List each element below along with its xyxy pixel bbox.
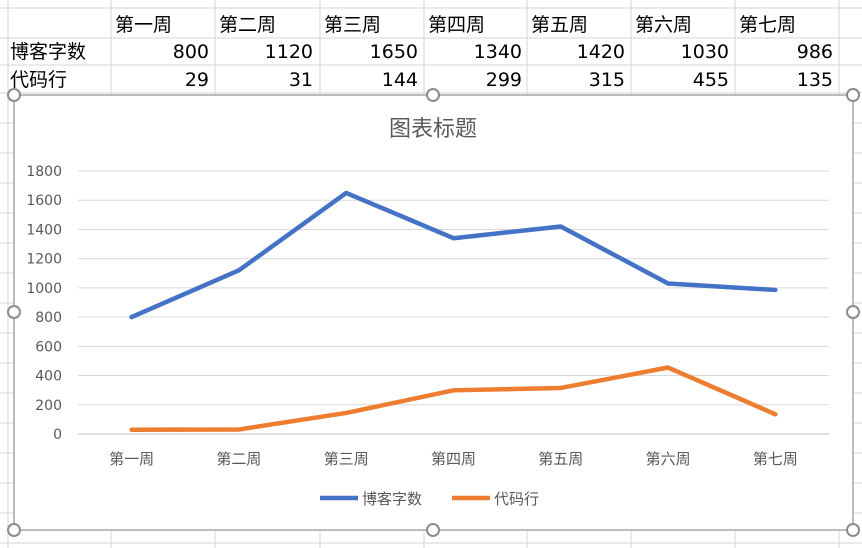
resize-handle[interactable]: [7, 88, 21, 102]
cell[interactable]: 1420: [576, 41, 625, 63]
cell[interactable]: 第一周: [115, 14, 173, 36]
y-tick-label: 1600: [26, 193, 62, 209]
y-tick-label: 1200: [26, 252, 62, 268]
cell[interactable]: 315: [588, 69, 625, 91]
y-tick-label: 200: [35, 398, 62, 414]
cell[interactable]: 135: [796, 69, 833, 91]
x-tick-label: 第四周: [431, 450, 476, 468]
y-tick-label: 0: [53, 427, 62, 443]
resize-handle[interactable]: [7, 523, 21, 537]
cell[interactable]: 博客字数: [10, 41, 87, 63]
x-tick-label: 第一周: [109, 450, 154, 468]
cell[interactable]: 第二周: [219, 14, 277, 36]
cell[interactable]: 986: [796, 41, 833, 63]
cell[interactable]: 800: [172, 41, 209, 63]
resize-handle[interactable]: [846, 305, 860, 319]
cell[interactable]: 第五周: [531, 14, 589, 36]
y-tick-label: 600: [35, 339, 62, 355]
cell[interactable]: 1030: [680, 41, 729, 63]
cell[interactable]: 第三周: [324, 14, 382, 36]
resize-handle[interactable]: [7, 305, 21, 319]
cell[interactable]: 299: [485, 69, 522, 91]
x-tick-label: 第七周: [753, 450, 798, 468]
x-tick-label: 第五周: [538, 450, 583, 468]
cell[interactable]: 第四周: [428, 14, 486, 36]
cell[interactable]: 1650: [369, 41, 418, 63]
y-tick-label: 1800: [26, 164, 62, 180]
cell[interactable]: 第七周: [739, 14, 797, 36]
cell[interactable]: 1120: [264, 41, 313, 63]
cell[interactable]: 1340: [473, 41, 522, 63]
cell[interactable]: 455: [692, 69, 729, 91]
legend-label[interactable]: 代码行: [494, 490, 539, 508]
y-tick-label: 400: [35, 369, 62, 385]
y-tick-label: 800: [35, 310, 62, 326]
resize-handle[interactable]: [846, 88, 860, 102]
cell[interactable]: 第六周: [635, 14, 693, 36]
x-tick-label: 第三周: [324, 450, 369, 468]
resize-handle[interactable]: [426, 88, 440, 102]
x-tick-label: 第六周: [646, 450, 691, 468]
series-line-0[interactable]: [129, 190, 778, 320]
series-line-1[interactable]: [129, 365, 778, 433]
cell[interactable]: 代码行: [10, 69, 68, 91]
legend-label[interactable]: 博客字数: [362, 490, 422, 508]
resize-handle[interactable]: [846, 523, 860, 537]
y-tick-label: 1400: [26, 222, 62, 238]
cell[interactable]: 144: [381, 69, 418, 91]
cell[interactable]: 31: [288, 69, 313, 91]
resize-handle[interactable]: [426, 523, 440, 537]
y-tick-label: 1000: [26, 281, 62, 297]
cell[interactable]: 29: [184, 69, 209, 91]
x-tick-label: 第二周: [216, 450, 261, 468]
chart-title[interactable]: 图表标题: [389, 117, 477, 142]
